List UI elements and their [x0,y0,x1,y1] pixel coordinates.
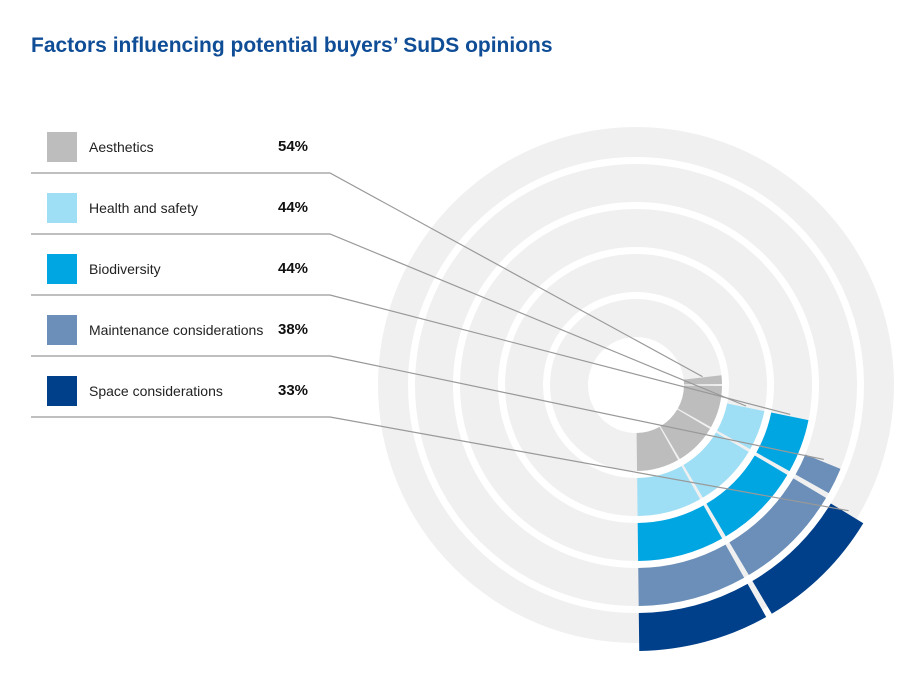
legend-label: Maintenance considerations [89,322,264,338]
bar-biodiversity [637,412,809,561]
ring-separator [498,247,774,523]
legend-swatch [47,254,77,284]
leader-line [31,233,747,407]
legend-value: 44% [278,199,309,216]
ring-separator [543,292,729,478]
legend-label: Aesthetics [89,139,154,155]
bar-segment [637,505,723,561]
leader-line [31,294,791,415]
legend-item: Maintenance considerations 38% [31,301,331,362]
leader-line [31,172,703,378]
legend-value: 33% [278,382,309,399]
legend-item: Aesthetics 54% [31,118,331,179]
legend-label: Space considerations [89,383,223,399]
legend-item: Health and safety 44% [31,179,331,240]
bar-segment [717,403,765,450]
legend-item: Space considerations 33% [31,362,331,423]
legend-item: Biodiversity 44% [31,240,331,301]
legend-label: Health and safety [89,200,198,216]
bar-aesthetics [636,375,722,471]
bar-segment [636,426,679,471]
bar-health-and-safety [637,403,765,516]
legend-swatch [47,193,77,223]
bar-segment [638,583,767,651]
bar-segment [795,454,841,494]
legend-value: 44% [278,260,309,277]
bar-segment [706,455,788,537]
bar-segment [683,432,749,498]
legend-swatch [47,315,77,345]
legend-value: 38% [278,321,309,338]
ring-separator [408,157,864,613]
bar-segment [660,409,710,459]
leader-line [31,416,849,512]
legend-swatch [47,132,77,162]
bar-segment [683,375,722,385]
bar-segment [637,466,701,516]
bar-space-considerations [638,503,864,651]
chart-title: Factors influencing potential buyers’ Su… [31,34,553,57]
ring-separator [453,202,819,568]
legend-value: 54% [278,138,309,155]
bar-segment [638,544,745,606]
bar-segment [752,503,864,614]
leader-line [31,355,824,460]
bar-segment [677,385,722,428]
legend-label: Biodiversity [89,261,161,277]
bar-segment [756,412,809,472]
legend-swatch [47,376,77,406]
